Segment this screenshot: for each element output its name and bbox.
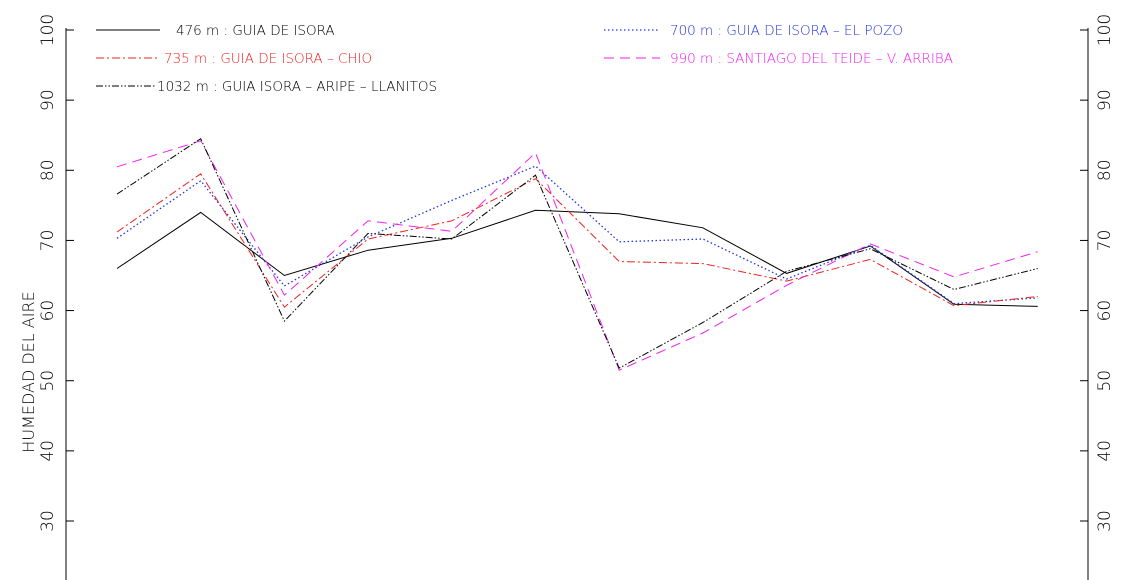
legend: 476 m : GUIA DE ISORA 735 m : GUIA DE IS… [96,23,953,95]
legend-entry-476: 476 m : GUIA DE ISORA [96,23,335,39]
left-y-tick-label: 80 [38,159,58,181]
y-axis-label: HUMEDAD DEL AIRE [19,291,38,452]
legend-entry-1032: 1032 m : GUIA ISORA – ARIPE – LLANITOS [96,79,437,95]
svg-text:476 m : GUIA DE ISORA: 476 m : GUIA DE ISORA [176,23,335,39]
right-y-tick-label: 50 [1095,370,1115,392]
series-layer [116,137,1038,371]
right-y-tick-label: 40 [1095,440,1115,462]
series-line-4 [116,137,1038,369]
series-line-2 [116,173,1038,308]
left-y-tick-label: 60 [38,300,58,322]
right-y-tick-label: 80 [1095,159,1115,181]
legend-entry-990: 990 m : SANTIAGO DEL TEIDE – V. ARRIBA [604,51,953,67]
right-y-tick-label: 100 [1095,14,1115,46]
right-y-tick-label: 70 [1095,230,1115,252]
right-y-ticks: 2030405060708090100 [1080,14,1115,532]
right-y-tick-label: 60 [1095,300,1115,322]
svg-text:735 m : GUIA DE ISORA – CHIO: 735 m : GUIA DE ISORA – CHIO [164,51,372,67]
right-y-tick-label: 90 [1095,89,1115,111]
left-y-tick-label: 30 [38,510,58,532]
left-y-tick-label: 70 [38,230,58,252]
series-line-0 [116,209,1038,307]
legend-entry-735: 735 m : GUIA DE ISORA – CHIO [96,51,372,67]
left-y-tick-label: 90 [38,89,58,111]
left-y-ticks: 2030405060708090100 [38,14,74,532]
series-line-1 [116,165,1038,305]
svg-text:1032 m : GUIA ISORA – ARIPE –: 1032 m : GUIA ISORA – ARIPE – LLANITOS [157,79,437,95]
series-line-3 [116,140,1038,371]
svg-text:990 m : SANTIAGO DEL TEIDE – V: 990 m : SANTIAGO DEL TEIDE – V. ARRIBA [670,51,953,67]
svg-text:700 m : GUIA DE ISORA – EL POZ: 700 m : GUIA DE ISORA – EL POZO [670,23,903,39]
left-y-tick-label: 50 [38,370,58,392]
legend-entry-700: 700 m : GUIA DE ISORA – EL POZO [604,23,903,39]
left-y-tick-label: 40 [38,440,58,462]
left-y-tick-label: 100 [38,14,58,46]
right-y-tick-label: 30 [1095,510,1115,532]
